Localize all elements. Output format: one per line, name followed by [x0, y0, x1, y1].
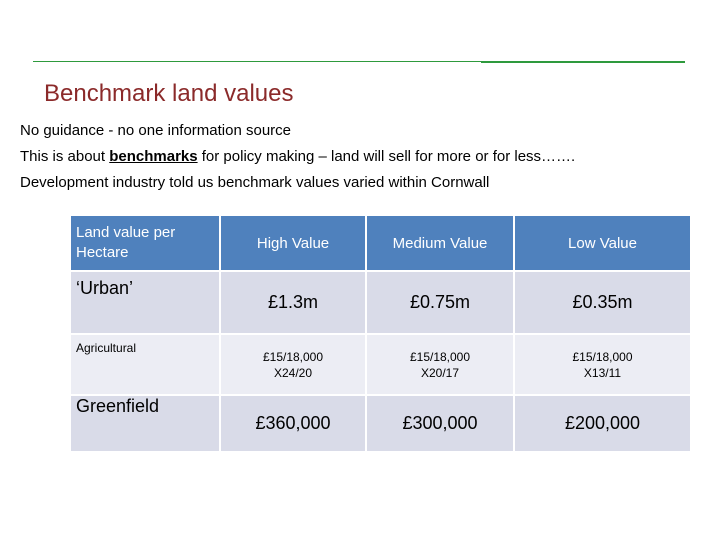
table-row-greenfield: Greenfield £360,000 £300,000 £200,000 — [69, 394, 692, 453]
header-medium-value: Medium Value — [365, 214, 515, 272]
agricultural-low-value: £15/18,000 — [572, 349, 633, 364]
urban-medium-value: £0.75m — [365, 270, 515, 335]
header-low-value: Low Value — [513, 214, 692, 272]
intro-text: No guidance - no one information source … — [20, 118, 575, 196]
agricultural-high-multiplier: X24/20 — [273, 365, 313, 380]
header-divider-thin — [33, 61, 481, 62]
header-divider-thick — [481, 61, 685, 63]
row-label-greenfield: Greenfield — [69, 394, 221, 453]
agricultural-low-multiplier: X13/11 — [583, 365, 622, 380]
row-label-urban: ‘Urban’ — [69, 270, 221, 335]
intro-line-2-end: for policy making – land will sell for m… — [197, 148, 576, 165]
row-label-agricultural: Agricultural — [69, 333, 221, 396]
table-row-agricultural: Agricultural £15/18,000 X24/20 £15/18,00… — [69, 333, 692, 396]
agricultural-medium-value: £15/18,000 — [409, 349, 471, 364]
intro-line-1: No guidance - no one information source — [20, 122, 291, 139]
agricultural-medium-multiplier: X20/17 — [420, 365, 460, 380]
urban-low-value: £0.35m — [513, 270, 692, 335]
slide-title: Benchmark land values — [44, 80, 294, 107]
table-row-urban: ‘Urban’ £1.3m £0.75m £0.35m — [69, 270, 692, 335]
agricultural-medium-cell: £15/18,000 X20/17 — [365, 333, 515, 396]
urban-high-value: £1.3m — [219, 270, 367, 335]
header-high-value: High Value — [219, 214, 367, 272]
table-header-row: Land value per Hectare High Value Medium… — [69, 214, 692, 272]
greenfield-low-value: £200,000 — [513, 394, 692, 453]
greenfield-high-value: £360,000 — [219, 394, 367, 453]
agricultural-high-cell: £15/18,000 X24/20 — [219, 333, 367, 396]
intro-line-2: This is about benchmarks for policy maki… — [20, 144, 575, 170]
agricultural-low-cell: £15/18,000 X13/11 — [513, 333, 692, 396]
intro-line-3: Development industry told us benchmark v… — [20, 174, 490, 191]
intro-benchmarks-emphasis: benchmarks — [109, 148, 198, 165]
greenfield-medium-value: £300,000 — [365, 394, 515, 453]
land-values-table: Land value per Hectare High Value Medium… — [69, 214, 692, 453]
agricultural-high-value: £15/18,000 — [262, 349, 324, 364]
header-land-value-per-hectare: Land value per Hectare — [69, 214, 221, 272]
intro-line-2-start: This is about — [20, 148, 110, 165]
